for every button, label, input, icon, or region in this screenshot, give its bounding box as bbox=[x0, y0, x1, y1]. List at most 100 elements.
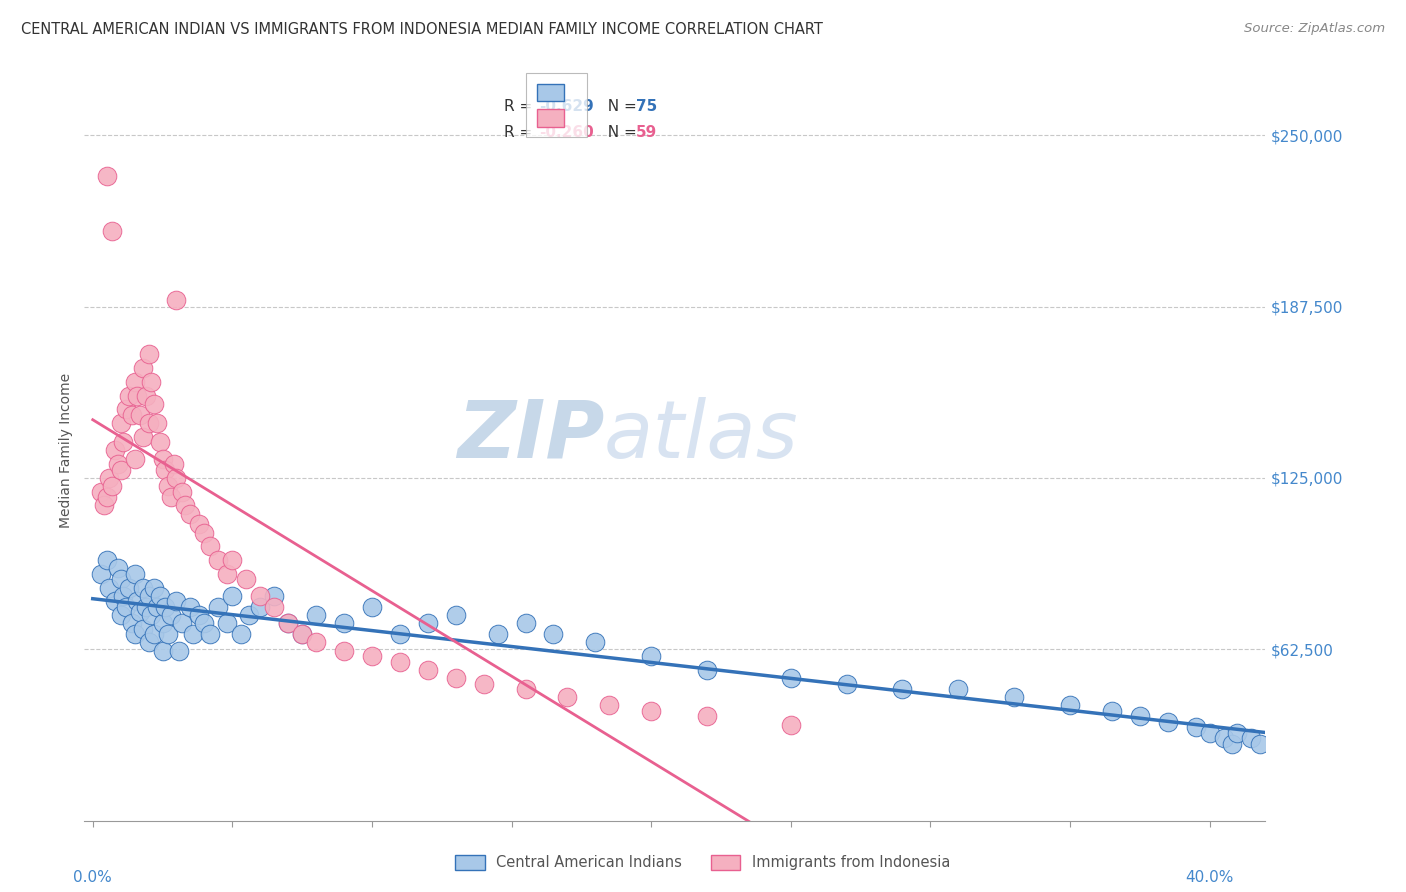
Point bbox=[118, 581, 141, 595]
Point bbox=[96, 553, 118, 567]
Point bbox=[277, 616, 299, 631]
Text: -0.629: -0.629 bbox=[538, 99, 593, 113]
Text: atlas: atlas bbox=[605, 397, 799, 475]
Point bbox=[160, 607, 183, 622]
Point bbox=[160, 490, 183, 504]
Point bbox=[129, 408, 152, 422]
Point bbox=[110, 463, 132, 477]
Point bbox=[1220, 737, 1243, 751]
Text: R =: R = bbox=[503, 99, 537, 113]
Point bbox=[135, 599, 157, 614]
Text: N =: N = bbox=[598, 125, 641, 140]
Point bbox=[124, 566, 146, 581]
Point bbox=[305, 635, 328, 649]
Text: ZIP: ZIP bbox=[457, 397, 605, 475]
Point bbox=[179, 599, 201, 614]
Point bbox=[112, 435, 135, 450]
Point bbox=[1212, 731, 1234, 746]
Point bbox=[891, 681, 914, 696]
Point bbox=[115, 402, 138, 417]
Point bbox=[149, 435, 172, 450]
Point bbox=[138, 635, 160, 649]
Point bbox=[104, 594, 127, 608]
Point bbox=[193, 525, 215, 540]
Point bbox=[121, 408, 143, 422]
Point bbox=[132, 430, 155, 444]
Point bbox=[1226, 726, 1249, 740]
Point bbox=[207, 599, 229, 614]
Point bbox=[333, 643, 356, 657]
Text: CENTRAL AMERICAN INDIAN VS IMMIGRANTS FROM INDONESIA MEDIAN FAMILY INCOME CORREL: CENTRAL AMERICAN INDIAN VS IMMIGRANTS FR… bbox=[21, 22, 823, 37]
Point bbox=[361, 649, 384, 664]
Point bbox=[152, 616, 174, 631]
Point bbox=[416, 616, 439, 631]
Point bbox=[107, 457, 129, 471]
Point bbox=[263, 599, 285, 614]
Point bbox=[215, 616, 238, 631]
Point bbox=[98, 581, 121, 595]
Point bbox=[583, 635, 606, 649]
Point bbox=[115, 599, 138, 614]
Point bbox=[215, 566, 238, 581]
Point bbox=[221, 553, 243, 567]
Point bbox=[127, 389, 149, 403]
Point bbox=[543, 627, 565, 641]
Point bbox=[152, 451, 174, 466]
Point bbox=[515, 681, 537, 696]
Point bbox=[173, 498, 195, 512]
Point bbox=[135, 389, 157, 403]
Point bbox=[172, 616, 194, 631]
Point bbox=[207, 553, 229, 567]
Point bbox=[143, 397, 166, 411]
Point bbox=[127, 594, 149, 608]
Point bbox=[696, 663, 718, 677]
Point bbox=[152, 643, 174, 657]
Point bbox=[187, 607, 209, 622]
Point bbox=[132, 581, 155, 595]
Point bbox=[166, 471, 188, 485]
Point bbox=[948, 681, 970, 696]
Point bbox=[110, 572, 132, 586]
Point bbox=[640, 649, 662, 664]
Point bbox=[166, 594, 188, 608]
Text: 0.0%: 0.0% bbox=[73, 870, 112, 885]
Text: Source: ZipAtlas.com: Source: ZipAtlas.com bbox=[1244, 22, 1385, 36]
Point bbox=[157, 627, 180, 641]
Point bbox=[112, 589, 135, 603]
Point bbox=[110, 416, 132, 430]
Point bbox=[121, 616, 143, 631]
Text: 40.0%: 40.0% bbox=[1185, 870, 1233, 885]
Point bbox=[1156, 714, 1178, 729]
Point bbox=[198, 540, 221, 554]
Point bbox=[696, 709, 718, 723]
Point bbox=[129, 605, 152, 619]
Point bbox=[172, 484, 194, 499]
Point bbox=[93, 498, 115, 512]
Point bbox=[169, 643, 191, 657]
Point bbox=[138, 347, 160, 361]
Point bbox=[163, 457, 186, 471]
Point bbox=[361, 599, 384, 614]
Point bbox=[96, 169, 118, 184]
Point bbox=[198, 627, 221, 641]
Point bbox=[110, 607, 132, 622]
Point bbox=[1002, 690, 1025, 705]
Point bbox=[472, 676, 495, 690]
Point bbox=[444, 671, 467, 685]
Point bbox=[118, 389, 141, 403]
Text: 59: 59 bbox=[636, 125, 657, 140]
Point bbox=[155, 599, 177, 614]
Point bbox=[96, 490, 118, 504]
Point bbox=[515, 616, 537, 631]
Point bbox=[388, 627, 411, 641]
Point bbox=[138, 589, 160, 603]
Point bbox=[155, 463, 177, 477]
Point bbox=[187, 517, 209, 532]
Point bbox=[444, 607, 467, 622]
Point bbox=[90, 484, 112, 499]
Point bbox=[305, 607, 328, 622]
Point bbox=[291, 627, 314, 641]
Point bbox=[1101, 704, 1123, 718]
Point bbox=[640, 704, 662, 718]
Point bbox=[146, 599, 169, 614]
